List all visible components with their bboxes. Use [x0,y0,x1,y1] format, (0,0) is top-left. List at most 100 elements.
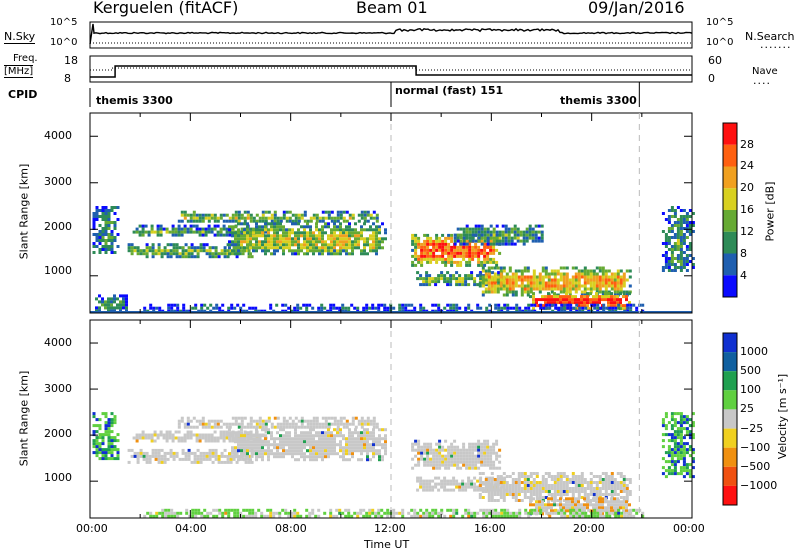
power-cell [523,278,527,282]
power-cell [95,309,98,313]
velocity-cell [429,448,433,452]
velocity-cell [532,472,536,475]
velocity-cell [520,490,524,493]
power-cell [485,306,489,310]
velocity-cell [535,493,539,496]
velocity-cell [351,443,354,447]
velocity-cell [290,511,294,515]
velocity-cell [536,511,540,515]
power-cell [613,275,617,279]
velocity-cell [372,440,375,444]
power-cell [574,301,577,305]
power-cell [309,225,312,229]
velocity-cell [417,445,421,449]
velocity-cell [311,511,315,515]
velocity-cell [589,484,593,487]
velocity-cell [315,434,318,438]
power-cell [446,271,450,275]
power-cell [110,221,114,224]
velocity-cell [297,440,300,444]
power-cell [423,254,427,258]
power-cell [569,303,573,307]
power-cell [92,251,96,254]
velocity-cell [467,514,471,518]
power-cell [613,272,617,276]
power-cell [511,272,515,276]
power-cell [122,306,125,310]
velocity-cell [243,443,246,447]
velocity-cell [225,430,229,434]
velocity-cell [423,445,427,449]
power-cell [667,263,671,266]
velocity-cell [425,479,429,483]
velocity-cell [514,499,518,502]
power-cell [240,222,243,226]
power-cell [309,234,312,238]
velocity-cell [378,455,381,459]
power-cell [234,213,238,217]
power-cell [342,228,345,232]
power-cell [363,228,366,232]
velocity-cell [499,493,503,496]
velocity-cell [282,416,286,420]
velocity-cell [532,478,536,481]
velocity-cell [378,428,381,432]
power-cell [300,246,303,250]
velocity-cell [595,493,599,496]
power-cell [529,281,533,285]
power-cell [300,225,303,229]
power-cell [101,218,105,221]
velocity-cell [217,457,221,461]
power-cell [526,281,530,285]
velocity-cell [113,421,117,425]
velocity-cb-tick-m1000: −1000 [740,479,778,492]
velocity-cell [661,439,665,443]
power-cell [270,243,273,247]
velocity-cell [444,466,448,470]
power-cell [526,284,530,288]
power-cell [492,230,496,234]
velocity-cell [260,511,264,515]
velocity-cell [249,434,252,438]
power-cell [321,216,325,220]
power-cell [458,306,462,310]
velocity-cell [670,424,674,428]
velocity-cell [432,463,436,467]
velocity-cell [571,472,575,475]
velocity-cell [495,451,499,455]
power-cell [455,303,459,307]
power-cell [113,221,117,224]
power-cell [495,239,499,243]
velocity-cell [505,475,509,478]
power-cell [679,251,683,254]
velocity-cell [541,481,545,484]
velocity-cell [676,421,680,425]
velocity-cell [584,511,588,515]
velocity-cell [474,460,478,464]
power-cell [167,303,171,307]
power-cell [151,255,155,259]
velocity-cell [211,451,215,455]
velocity-cell [243,440,246,444]
velocity-cell [227,511,231,515]
velocity-cell [465,460,469,464]
velocity-cell [218,508,222,512]
velocity-cell [113,457,117,461]
velocity-cell [471,445,475,449]
velocity-cell [601,500,604,504]
power-cell [685,260,689,263]
velocity-cell [189,419,193,423]
velocity-cell [249,437,252,441]
power-cell [553,269,557,273]
velocity-cell [547,490,551,493]
power-cell [169,243,173,247]
power-cell [210,230,214,234]
power-cell [478,284,482,288]
power-cell [122,303,125,307]
power-cell [350,303,354,307]
velocity-cell [626,514,630,518]
velocity-cell [142,457,146,461]
velocity-cell [622,509,625,513]
velocity-cell [354,437,357,441]
power-cell [207,224,211,228]
